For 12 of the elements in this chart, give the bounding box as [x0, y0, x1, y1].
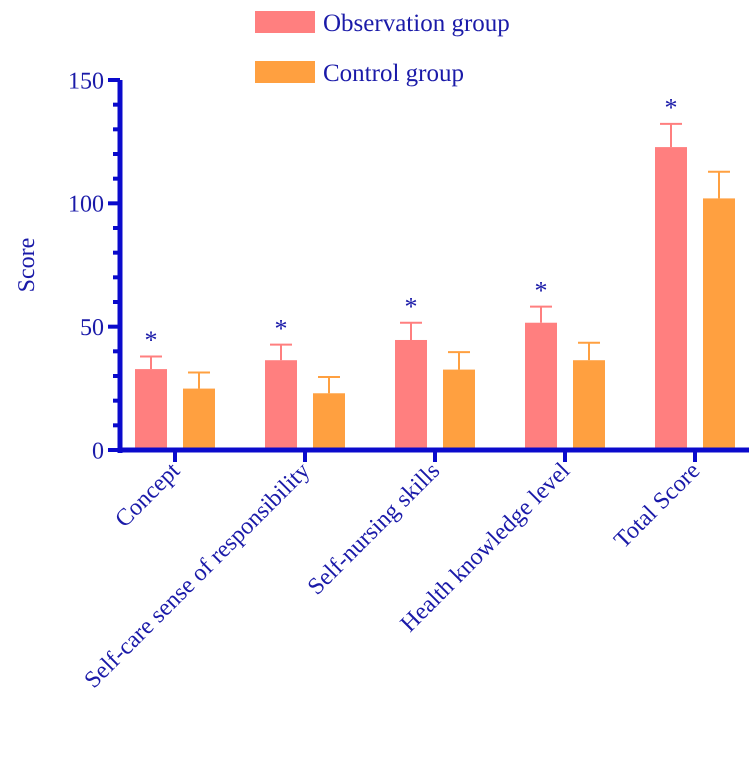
y-tick-label: 0 — [92, 438, 104, 464]
legend-label: Control group — [323, 60, 464, 87]
annotation: * — [404, 292, 418, 321]
y-axis-title: Score — [14, 238, 40, 292]
annotation: * — [534, 276, 548, 305]
y-tick-label: 50 — [80, 315, 104, 342]
annotation: * — [144, 326, 158, 355]
y-tick-label: 150 — [68, 68, 104, 94]
y-tick-label: 100 — [68, 192, 104, 218]
legend-label: Observation group — [323, 10, 510, 37]
annotation: * — [664, 93, 678, 122]
annotation: * — [274, 314, 288, 343]
